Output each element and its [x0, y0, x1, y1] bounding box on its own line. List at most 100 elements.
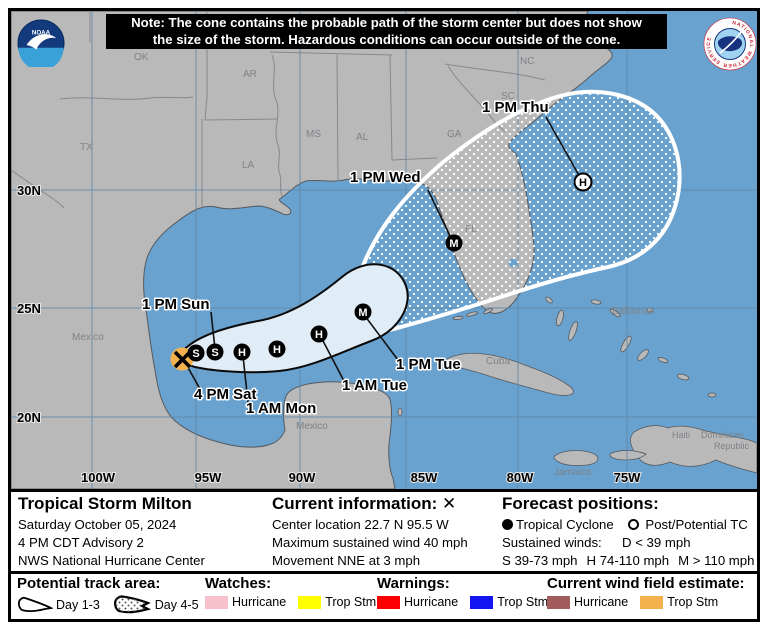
note-line-2: the size of the storm. Hazardous conditi…	[152, 31, 621, 47]
svg-text:H: H	[315, 329, 323, 341]
time-label: 4 PM Sat	[194, 386, 257, 403]
svg-text:Bahamas: Bahamas	[612, 306, 654, 317]
tropical-cyclone-dot-icon	[502, 519, 513, 530]
note-line-1: Note: The cone contains the probable pat…	[131, 14, 642, 30]
svg-text:S: S	[192, 348, 199, 360]
forecast-point: M	[354, 303, 372, 321]
watches-title: Watches:	[205, 575, 272, 592]
svg-text:M: M	[358, 307, 367, 319]
advisory-number: 4 PM CDT Advisory 2	[18, 535, 144, 550]
island-bahamas	[609, 308, 621, 318]
forecast-point-post-potential: H	[573, 172, 593, 192]
cone-day4-5	[353, 89, 682, 333]
island-bahamas	[545, 296, 553, 304]
svg-text:Cuba: Cuba	[486, 356, 510, 367]
forecast-point: M	[445, 234, 463, 252]
svg-text:M: M	[449, 238, 458, 250]
forecast-points: S S H H H M M H	[187, 172, 593, 362]
tropstm-warning-label: Trop Stm	[497, 595, 549, 609]
tropstm-watch-swatch	[298, 595, 322, 609]
island-jamaica	[553, 450, 599, 467]
island-bahamas	[657, 357, 669, 363]
center-location: Center location 22.7 N 95.5 W	[272, 517, 449, 532]
svg-text:Mexico: Mexico	[72, 332, 104, 343]
potential-track-area-group: Potential track area: Day 1-3 Day 4-5	[17, 575, 199, 614]
time-labels: 1 PM Sun 4 PM Sat 1 AM Mon 1 AM Tue 1 PM…	[141, 98, 551, 419]
movement: Movement NNE at 3 mph	[272, 553, 421, 568]
storm-title: Tropical Storm Milton	[18, 494, 192, 513]
lon-label: 75W	[614, 470, 641, 485]
lat-label: 25N	[17, 301, 41, 316]
svg-text:S: S	[211, 347, 218, 359]
island-florida-keys	[465, 311, 479, 317]
island-haiti-peninsula	[609, 450, 647, 461]
current-position-x-marker	[173, 350, 192, 369]
graticule-labels: 30N 25N 20N 100W 95W 90W 85W 80W 75W	[16, 182, 642, 486]
lon-label: 85W	[411, 470, 438, 485]
time-label: 1 PM Tue	[396, 356, 461, 373]
issuing-office: NWS National Hurricane Center	[18, 553, 205, 568]
potential-track-area-title: Potential track area:	[17, 575, 161, 592]
tropstm-windfield-label: Trop Stm	[667, 595, 719, 609]
time-label: 1 PM Thu	[482, 99, 549, 116]
time-label: 1 PM Wed	[350, 169, 421, 186]
svg-text:Dominican: Dominican	[701, 430, 744, 440]
map-canvas: S S H H H M M H 1 PM Sun 4 PM Sat 1 AM M…	[11, 11, 757, 489]
day13-label: Day 1-3	[56, 597, 100, 612]
warnings-group: Warnings: Hurricane Trop Stm	[377, 575, 548, 609]
political-borders	[11, 11, 546, 209]
hurricane-windfield-swatch	[547, 595, 570, 609]
svg-text:Haiti: Haiti	[672, 430, 690, 440]
lon-label: 100W	[81, 470, 116, 485]
cone-day45-icon	[113, 595, 151, 614]
island-bahamas	[620, 335, 632, 353]
hurricane-windfield-label: Hurricane	[574, 595, 629, 609]
svg-text:AL: AL	[356, 132, 369, 143]
svg-text:Mexico: Mexico	[296, 421, 328, 432]
lon-label: 90W	[289, 470, 316, 485]
lon-label: 80W	[507, 470, 534, 485]
current-info-column: Current information: ✕ Center location 2…	[272, 494, 468, 570]
wind-cat-s: S 39-73 mph	[502, 553, 578, 568]
lat-label: 20N	[17, 410, 41, 425]
wind-field-group: Current wind field estimate: Hurricane T…	[547, 575, 745, 609]
cone-day13-icon	[17, 596, 53, 612]
tropstm-warning-swatch	[470, 595, 494, 609]
forecast-point: H	[268, 340, 286, 358]
info-panel: Tropical Storm Milton Saturday October 0…	[11, 489, 757, 571]
time-label: 1 AM Tue	[342, 377, 407, 394]
legend-panel: Potential track area: Day 1-3 Day 4-5 Wa…	[11, 571, 757, 616]
noaa-logo-text: NOAA	[32, 29, 51, 36]
island-florida-keys	[483, 308, 493, 314]
wind-cat-d: D < 39 mph	[622, 535, 691, 550]
wind-field-title: Current wind field estimate:	[547, 575, 745, 592]
island-turks	[707, 392, 717, 398]
forecast-point: S	[187, 344, 205, 362]
tropstm-windfield-swatch	[640, 595, 664, 609]
post-potential-dot-icon	[627, 519, 639, 530]
svg-text:NC: NC	[520, 56, 534, 67]
svg-text:OK: OK	[134, 52, 149, 63]
current-info-title: Current information: ✕	[272, 494, 457, 513]
forecast-point: S	[206, 343, 224, 361]
figure-frame: S S H H H M M H 1 PM Sun 4 PM Sat 1 AM M…	[8, 8, 760, 622]
wind-cat-m: M > 110 mph	[678, 553, 755, 568]
wind-categories-line: S 39-73 mph H 74-110 mph M > 110 mph	[502, 552, 754, 570]
storm-info-column: Tropical Storm Milton Saturday October 0…	[18, 494, 205, 570]
time-label: 1 PM Sun	[142, 296, 210, 313]
island-bahamas	[637, 349, 649, 361]
geo-labels: OK AR TX LA MS AL GA SC NC FL Mexico Mex…	[72, 52, 750, 478]
svg-text:SC: SC	[501, 91, 515, 102]
svg-text:GA: GA	[447, 129, 462, 140]
hurricane-warning-swatch	[377, 595, 400, 609]
wind-cat-h: H 74-110 mph	[586, 553, 670, 568]
warnings-title: Warnings:	[377, 575, 450, 592]
sustained-winds-line: Sustained winds: D < 39 mph	[502, 534, 754, 552]
position-symbols-line: Tropical Cyclone Post/Potential TC	[502, 516, 754, 534]
island-bahamas	[590, 299, 602, 305]
forecast-positions-title: Forecast positions:	[502, 494, 659, 513]
sustained-winds-label: Sustained winds:	[502, 535, 602, 550]
lon-label: 95W	[195, 470, 222, 485]
island-cozumel	[397, 407, 403, 417]
island-hispaniola	[630, 425, 757, 474]
